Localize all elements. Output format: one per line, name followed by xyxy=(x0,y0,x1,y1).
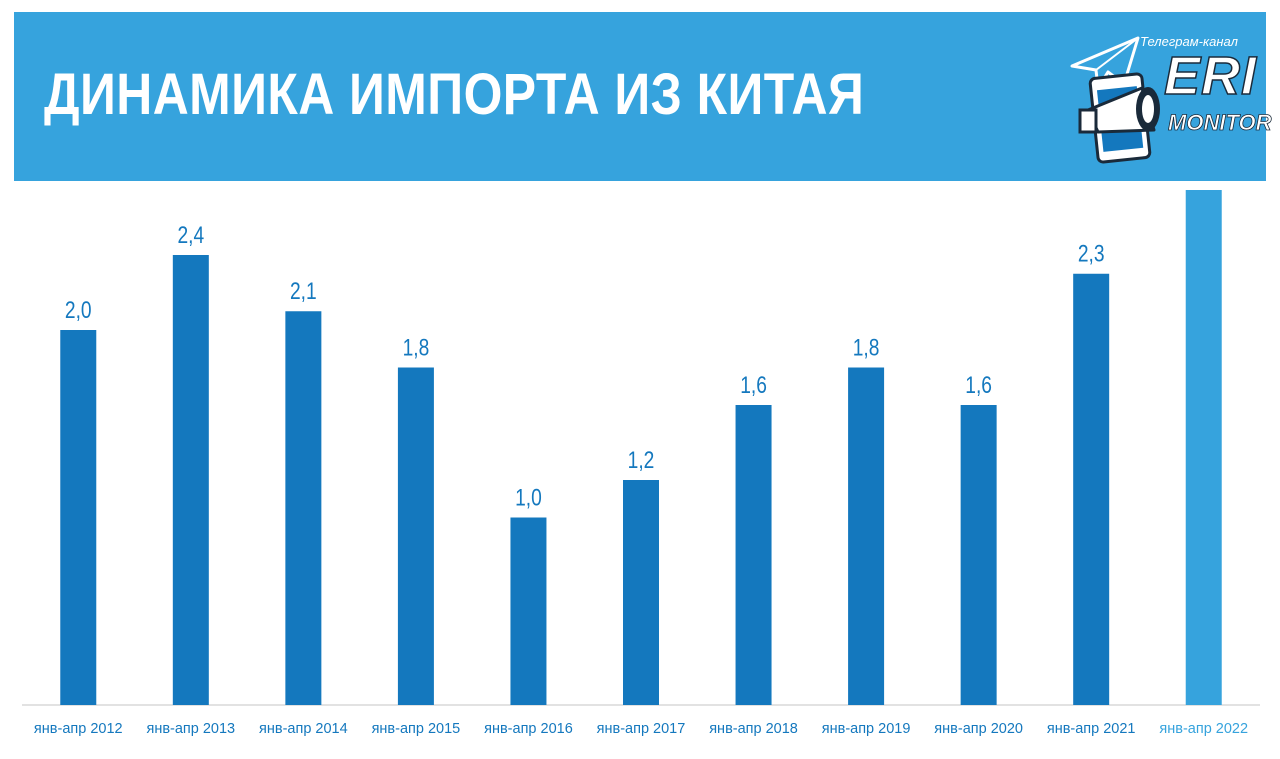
data-label: 2,0 xyxy=(65,296,92,324)
bar xyxy=(285,311,322,705)
x-tick-label: янв-апр 2019 xyxy=(822,721,911,737)
x-tick-label: янв-апр 2012 xyxy=(34,721,123,737)
data-label: 1,8 xyxy=(403,333,430,361)
logo-name-small: MONITOR xyxy=(1168,110,1272,136)
bar xyxy=(510,517,547,705)
page-title: ДИНАМИКА ИМПОРТА ИЗ КИТАЯ xyxy=(44,62,865,127)
bar xyxy=(623,480,659,705)
x-tick-label: янв-апр 2014 xyxy=(259,721,348,737)
data-label: 1,6 xyxy=(740,371,767,399)
x-tick-label: янв-апр 2021 xyxy=(1047,721,1136,737)
bar xyxy=(1073,273,1110,705)
bar xyxy=(1185,190,1222,705)
bar xyxy=(172,255,209,705)
x-tick-label: янв-апр 2022 xyxy=(1159,721,1248,737)
bar xyxy=(960,405,997,705)
x-tick-label: янв-апр 2018 xyxy=(709,721,798,737)
x-tick-label: янв-апр 2017 xyxy=(597,721,686,737)
x-tick-label: янв-апр 2016 xyxy=(484,721,573,737)
x-tick-label: янв-апр 2020 xyxy=(934,721,1023,737)
data-label: 2,3 xyxy=(1078,240,1105,268)
bar xyxy=(397,367,434,705)
telegram-megaphone-icon xyxy=(1070,36,1160,164)
bar xyxy=(735,405,772,705)
logo-caption: Телеграм-канал xyxy=(1140,34,1238,49)
data-label: 1,8 xyxy=(853,333,880,361)
header-banner: ДИНАМИКА ИМПОРТА ИЗ КИТАЯ Телеграм-канал… xyxy=(14,12,1272,181)
data-label: 1,6 xyxy=(965,371,992,399)
bar-chart: 2,0 янв-апр 2012 2,4 янв-апр 2013 2,1 янв-апр… xyxy=(22,190,1260,737)
bar xyxy=(848,367,885,705)
x-tick-label: янв-апр 2015 xyxy=(372,721,461,737)
data-label: 2,1 xyxy=(290,277,317,305)
data-label: 2,4 xyxy=(177,221,204,249)
data-label: 1,2 xyxy=(628,446,655,474)
x-tick-label: янв-апр 2013 xyxy=(146,721,235,737)
bar xyxy=(60,330,97,705)
logo: Телеграм-канал ERI MONITOR xyxy=(1068,32,1272,172)
logo-name-big: ERI xyxy=(1163,45,1258,107)
data-label: 1,0 xyxy=(515,483,542,511)
